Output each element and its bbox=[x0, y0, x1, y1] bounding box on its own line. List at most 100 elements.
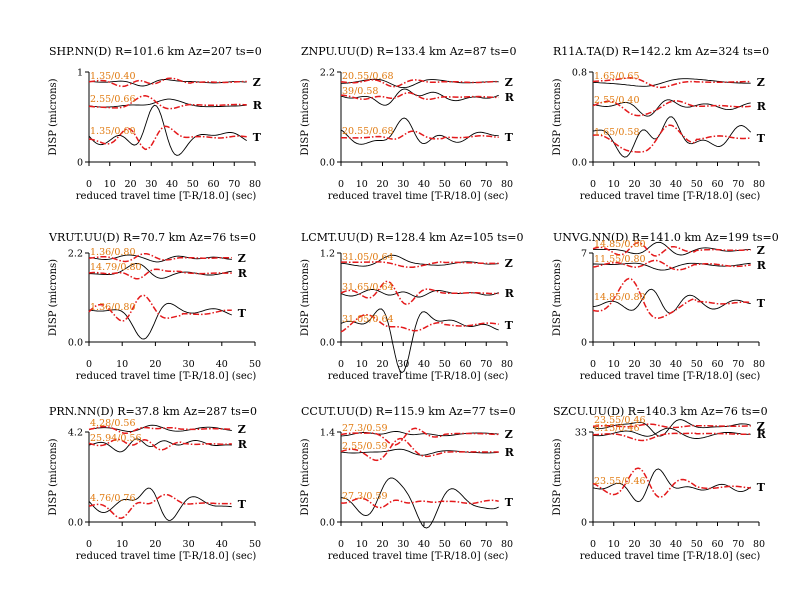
component-label-r: R bbox=[238, 438, 248, 451]
x-tick-label: 80 bbox=[753, 179, 765, 190]
x-axis-label: reduced travel time [T-R/18.0] (sec) bbox=[580, 191, 761, 202]
x-tick-label: 50 bbox=[439, 359, 451, 370]
component-label-r: R bbox=[757, 259, 767, 272]
shift-cc-annotation: 39/0.58 bbox=[342, 86, 378, 97]
y-tick-label: 4.2 bbox=[68, 428, 83, 439]
synthetic-trace-r bbox=[341, 91, 499, 101]
x-tick-label: 30 bbox=[397, 179, 409, 190]
x-tick-label: 80 bbox=[501, 179, 513, 190]
x-tick-label: 20 bbox=[149, 359, 161, 370]
seismogram-panel: R11A.TA(D) R=142.2 km Az=324 ts=0 0.0 0.8 D… bbox=[552, 45, 769, 202]
shift-cc-annotation: 27.3/0.59 bbox=[342, 491, 388, 502]
x-tick-label: 60 bbox=[207, 179, 219, 190]
y-tick-label: 0 bbox=[581, 338, 587, 349]
x-tick-label: 10 bbox=[356, 539, 368, 550]
x-tick-label: 40 bbox=[418, 179, 430, 190]
panel-title: PRN.NN(D) R=37.8 km Az=287 ts=0 bbox=[49, 405, 257, 418]
shift-cc-annotation: 4.76/0.76 bbox=[90, 493, 136, 504]
synthetic-trace-z bbox=[88, 252, 232, 263]
x-tick-label: 30 bbox=[649, 539, 661, 550]
observed-trace-r bbox=[88, 98, 247, 108]
component-label-t: T bbox=[757, 132, 766, 145]
x-tick-label: 20 bbox=[376, 359, 388, 370]
component-label-r: R bbox=[505, 446, 515, 459]
synthetic-trace-z bbox=[340, 79, 499, 88]
x-tick-label: 70 bbox=[480, 359, 492, 370]
synthetic-trace-z bbox=[592, 77, 751, 89]
x-tick-label: 20 bbox=[376, 539, 388, 550]
x-tick-label: 50 bbox=[187, 179, 199, 190]
synthetic-trace-t bbox=[592, 124, 751, 153]
x-tick-label: 0 bbox=[590, 539, 596, 550]
component-label-t: T bbox=[757, 481, 766, 494]
y-axis-label: DISP (microns) bbox=[300, 259, 311, 336]
y-tick-label: 0.8 bbox=[572, 68, 587, 79]
y-axis-label: DISP (microns) bbox=[552, 259, 563, 336]
x-tick-label: 20 bbox=[628, 539, 640, 550]
synthetic-trace-t bbox=[88, 294, 232, 322]
x-axis-label: reduced travel time [T-R/18.0] (sec) bbox=[328, 371, 509, 382]
x-tick-label: 80 bbox=[249, 179, 261, 190]
x-tick-label: 0 bbox=[86, 179, 92, 190]
shift-cc-annotation: 14.85/0.80 bbox=[594, 239, 646, 250]
component-label-r: R bbox=[757, 428, 767, 441]
x-tick-label: 20 bbox=[124, 179, 136, 190]
x-tick-label: 0 bbox=[590, 359, 596, 370]
observed-trace-t bbox=[88, 104, 247, 156]
y-tick-label: 0.0 bbox=[68, 518, 83, 529]
observed-trace-t bbox=[340, 117, 499, 145]
x-tick-label: 50 bbox=[691, 539, 703, 550]
x-tick-label: 70 bbox=[480, 539, 492, 550]
synthetic-trace-t bbox=[88, 125, 247, 151]
x-tick-label: 10 bbox=[356, 359, 368, 370]
x-tick-label: 70 bbox=[732, 359, 744, 370]
x-tick-label: 40 bbox=[670, 539, 682, 550]
y-axis-label: DISP (microns) bbox=[552, 78, 563, 155]
y-tick-label: 1 bbox=[77, 68, 83, 79]
synthetic-trace-z bbox=[341, 260, 499, 269]
shift-cc-annotation: 20.55/0.68 bbox=[342, 71, 394, 82]
x-axis-label: reduced travel time [T-R/18.0] (sec) bbox=[76, 191, 257, 202]
component-label-t: T bbox=[505, 496, 514, 509]
x-tick-label: 30 bbox=[649, 179, 661, 190]
x-tick-label: 30 bbox=[183, 539, 195, 550]
synthetic-trace-r bbox=[88, 95, 247, 110]
shift-cc-annotation: 11.55/0.80 bbox=[594, 254, 646, 265]
y-tick-label: 0.0 bbox=[68, 338, 83, 349]
shift-cc-annotation: 14.85/0.80 bbox=[594, 292, 646, 303]
synthetic-trace-t bbox=[340, 313, 499, 333]
x-tick-label: 30 bbox=[649, 359, 661, 370]
shift-cc-annotation: 20.55/0.68 bbox=[342, 126, 394, 137]
y-tick-label: 2.2 bbox=[320, 68, 335, 79]
observed-trace-r bbox=[592, 427, 751, 439]
component-label-z: Z bbox=[757, 420, 765, 433]
x-tick-label: 10 bbox=[608, 539, 620, 550]
x-tick-label: 50 bbox=[249, 359, 261, 370]
shift-cc-annotation: 14.79/0.80 bbox=[90, 262, 142, 273]
component-label-t: T bbox=[505, 131, 514, 144]
observed-trace-t bbox=[340, 477, 499, 529]
x-tick-label: 50 bbox=[691, 359, 703, 370]
observed-trace-z bbox=[88, 79, 247, 87]
x-axis-label: reduced travel time [T-R/18.0] (sec) bbox=[328, 191, 509, 202]
x-tick-label: 10 bbox=[116, 539, 128, 550]
panel-title: SHP.NN(D) R=101.6 km Az=207 ts=0 bbox=[49, 45, 262, 58]
x-tick-label: 0 bbox=[86, 359, 92, 370]
panel-title: SZCU.UU(D) R=140.3 km Az=76 ts=0 bbox=[553, 405, 768, 418]
panel-title: LCMT.UU(D) R=128.4 km Az=105 ts=0 bbox=[301, 231, 523, 244]
y-axis-label: DISP (microns) bbox=[48, 438, 59, 515]
component-label-z: Z bbox=[505, 76, 513, 89]
x-tick-label: 40 bbox=[216, 359, 228, 370]
synthetic-trace-t bbox=[340, 497, 499, 509]
y-tick-label: 7 bbox=[581, 249, 587, 260]
observed-trace-z bbox=[340, 254, 499, 267]
x-tick-label: 60 bbox=[459, 359, 471, 370]
x-tick-label: 10 bbox=[356, 179, 368, 190]
panel-title: UNVG.NN(D) R=141.0 km Az=199 ts=0 bbox=[553, 231, 779, 244]
component-label-r: R bbox=[757, 100, 767, 113]
seismogram-panel: SZCU.UU(D) R=140.3 km Az=76 ts=0 0 33 DISP … bbox=[552, 405, 768, 562]
y-tick-label: 1.2 bbox=[320, 249, 335, 260]
x-tick-label: 40 bbox=[216, 539, 228, 550]
x-tick-label: 80 bbox=[753, 539, 765, 550]
x-tick-label: 20 bbox=[149, 539, 161, 550]
